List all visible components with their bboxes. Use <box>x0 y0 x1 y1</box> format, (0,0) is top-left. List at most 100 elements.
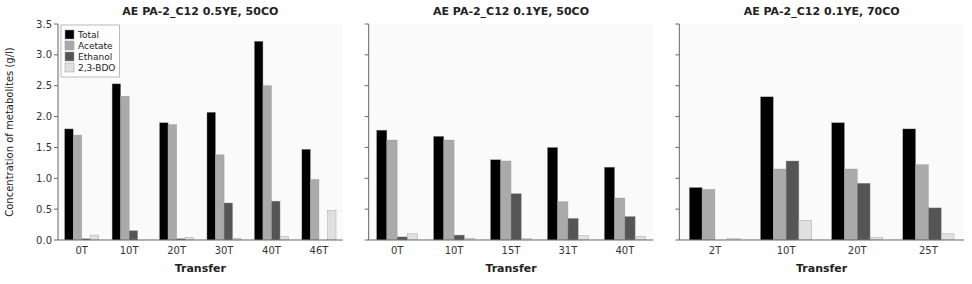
plot-area <box>679 24 964 240</box>
bar <box>773 169 786 240</box>
y-tick <box>54 116 58 117</box>
legend-label: 2,3-BDO <box>78 63 115 73</box>
bar <box>302 149 311 240</box>
title: AE PA-2_C12 0.1YE, 70CO <box>744 5 900 18</box>
bar <box>799 220 812 240</box>
y-tick-label: 1.5 <box>36 142 52 153</box>
legend-swatch <box>65 41 74 50</box>
y-tick <box>675 147 679 148</box>
bar <box>760 97 773 240</box>
bar <box>832 123 845 240</box>
bar <box>511 194 521 240</box>
x-axis <box>58 240 343 241</box>
y-tick-label: 3.0 <box>36 49 52 60</box>
panel: 0.00.51.01.52.02.53.03.50T10T20T30T40T46… <box>4 5 343 275</box>
y-tick <box>365 116 369 117</box>
x-tick-label: 2T <box>709 245 722 256</box>
legend-label: Acetate <box>78 41 113 51</box>
bar <box>454 235 464 240</box>
x-axis <box>679 240 964 241</box>
y-tick <box>54 24 58 25</box>
bar <box>407 234 417 240</box>
bar <box>491 160 501 240</box>
chart: 0.0 0.5 1.0 1.5 2.0 2.5 3.0 3.5 0T 10T 20T 30T 40T 46… <box>0 0 972 284</box>
legend-box <box>61 25 119 77</box>
bars <box>377 130 646 240</box>
bar <box>903 129 916 240</box>
bar <box>625 217 635 240</box>
legend: TotalAcetateEthanol2,3-BDO <box>61 25 119 77</box>
bar <box>604 167 614 240</box>
y-tick-label: 1.0 <box>36 173 52 184</box>
plot-area <box>58 24 343 240</box>
y-tick <box>675 24 679 25</box>
x-tick-label: 40T <box>615 245 635 256</box>
bar <box>578 236 588 240</box>
y-tick-label: 0.5 <box>36 204 52 215</box>
bar <box>689 188 702 240</box>
y-tick-label: 0.0 <box>36 235 52 246</box>
y-axis <box>679 24 680 240</box>
y-tick-label: 3.5 <box>36 19 52 30</box>
bar <box>635 236 645 240</box>
x-axis <box>369 240 654 241</box>
y-tick-label: 2.5 <box>36 80 52 91</box>
bar <box>254 41 263 240</box>
x-tick-label: 30T <box>215 245 235 256</box>
bar <box>280 236 289 240</box>
x-tick-label: 20T <box>848 245 868 256</box>
y-tick <box>675 209 679 210</box>
legend-label: Ethanol <box>78 52 112 62</box>
y-tick <box>54 209 58 210</box>
bar <box>168 125 177 240</box>
legend-label: Total <box>77 30 99 40</box>
bar <box>444 140 454 240</box>
y-axis <box>58 24 59 240</box>
title: AE PA-2_C12 0.5YE, 50CO <box>122 5 278 18</box>
bar <box>327 210 336 240</box>
legend-swatch <box>65 63 74 72</box>
bar <box>558 202 568 240</box>
plot-area <box>369 24 654 240</box>
x-tick-label: 20T <box>167 245 187 256</box>
x-tick-label: 31T <box>559 245 579 256</box>
bar <box>90 235 99 240</box>
y-tick <box>365 178 369 179</box>
y-label: Concentration of metabolites (g/l) <box>4 47 15 217</box>
bar <box>568 218 578 240</box>
y-tick-label: 2.0 <box>36 111 52 122</box>
bar <box>702 189 715 240</box>
x-tick-label: 0T <box>75 245 88 256</box>
x-label: Transfer <box>796 262 848 275</box>
y-tick <box>365 24 369 25</box>
bar <box>941 234 954 240</box>
bar <box>112 84 121 240</box>
x-tick-label: 46T <box>310 245 330 256</box>
x-tick-label: 10T <box>777 245 797 256</box>
bar <box>65 129 74 240</box>
panel: 0T10T15T31T40TTransferAE PA-2_C12 0.1YE,… <box>365 5 654 275</box>
bar <box>857 183 870 240</box>
y-tick <box>54 240 58 241</box>
y-tick <box>675 116 679 117</box>
y-tick <box>675 85 679 86</box>
y-tick <box>365 209 369 210</box>
bar <box>129 231 138 240</box>
y-tick <box>365 54 369 55</box>
x-tick-label: 40T <box>262 245 282 256</box>
panel: 2T10T20T25TTransferAE PA-2_C12 0.1YE, 70… <box>675 5 964 275</box>
y-tick <box>54 54 58 55</box>
y-tick <box>54 85 58 86</box>
bar <box>207 112 216 240</box>
bar <box>224 203 233 240</box>
bar <box>928 208 941 240</box>
y-tick <box>675 178 679 179</box>
y-tick <box>54 147 58 148</box>
bar <box>377 130 387 240</box>
bar <box>216 155 225 240</box>
bar <box>387 140 397 240</box>
bar <box>272 201 281 240</box>
y-tick <box>365 147 369 148</box>
bar <box>547 147 557 240</box>
bar <box>310 180 319 240</box>
